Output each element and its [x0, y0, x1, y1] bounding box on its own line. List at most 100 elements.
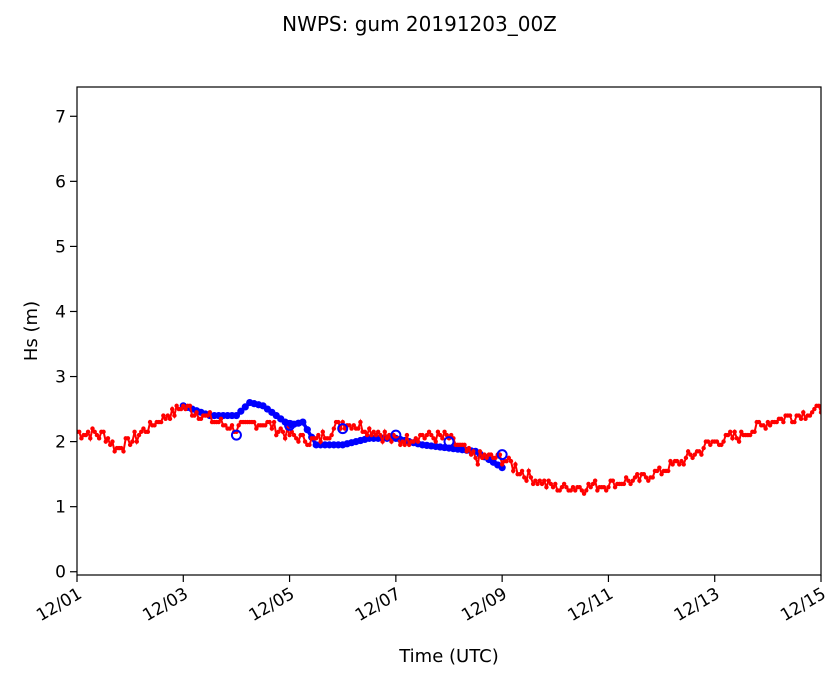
- model-data-point: [101, 429, 106, 435]
- model-data-point: [198, 416, 204, 422]
- model-data-point: [429, 432, 434, 438]
- model-data-point: [351, 423, 356, 428]
- model-data-point: [327, 436, 332, 441]
- model-data-point: [508, 458, 514, 464]
- model-data-point: [382, 429, 387, 435]
- model-data-point: [364, 432, 370, 438]
- model-data-point: [369, 432, 374, 438]
- chart-title: NWPS: gum 20191203_00Z: [282, 12, 557, 36]
- model-data-point: [424, 432, 430, 438]
- x-tick-label: 12/09: [458, 584, 510, 626]
- model-data-point: [592, 478, 598, 483]
- model-data-point: [318, 439, 323, 444]
- y-tick-label: 4: [55, 302, 66, 322]
- model-data-point: [90, 426, 95, 431]
- obs-open-marker: [390, 429, 402, 441]
- model-data-point: [801, 410, 806, 415]
- model-data-point: [289, 429, 294, 435]
- obs-data-point: [232, 411, 241, 420]
- model-data-point: [384, 436, 390, 441]
- model-data-point: [276, 429, 281, 435]
- model-data-point: [708, 442, 713, 448]
- model-data-point: [282, 436, 288, 441]
- x-tick-label: 12/11: [564, 584, 616, 626]
- model-data-point: [767, 423, 773, 428]
- model-data-point: [207, 410, 213, 415]
- model-data-point: [415, 439, 421, 444]
- model-data-point: [471, 449, 476, 454]
- model-data-point: [431, 436, 436, 441]
- model-data-point: [721, 439, 726, 444]
- model-data-point: [641, 471, 647, 477]
- model-data-point: [94, 432, 100, 438]
- model-data-point: [537, 478, 542, 483]
- model-data-point: [398, 442, 403, 448]
- model-data-point: [604, 488, 609, 493]
- model-data-point: [108, 442, 113, 448]
- model-data-point: [172, 413, 177, 418]
- model-data-point: [539, 481, 545, 487]
- model-data-point: [488, 452, 494, 457]
- model-data-point: [251, 419, 257, 425]
- obs-data-point: [237, 407, 245, 415]
- model-data-point: [628, 481, 633, 487]
- model-data-point: [475, 462, 480, 467]
- model-data-point: [697, 449, 702, 454]
- model-data-point: [626, 478, 631, 483]
- x-tick-label: 12/01: [33, 584, 85, 626]
- model-data-point: [739, 429, 744, 435]
- model-data-point: [158, 419, 164, 425]
- model-data-point: [513, 462, 518, 467]
- model-data-point: [112, 449, 117, 454]
- model-data-point: [105, 436, 111, 441]
- model-data-point: [389, 439, 394, 444]
- model-data-point: [650, 475, 655, 480]
- model-data-point: [236, 423, 241, 428]
- model-data-point: [756, 419, 762, 425]
- model-data-point: [296, 439, 301, 444]
- model-data-point: [132, 429, 137, 435]
- model-data-point: [623, 475, 629, 480]
- model-data-point: [504, 458, 509, 464]
- model-data-point: [440, 436, 445, 441]
- model-data-point: [371, 429, 376, 435]
- model-data-point: [781, 419, 786, 425]
- model-data-point: [426, 429, 432, 435]
- model-data-point: [581, 491, 587, 496]
- model-data-point: [568, 488, 573, 493]
- model-data-point: [511, 468, 516, 474]
- model-data-point: [342, 426, 348, 431]
- model-data-point: [313, 436, 319, 441]
- x-tick-label: 12/13: [671, 584, 723, 626]
- obs-open-marker: [230, 429, 242, 441]
- y-tick-label: 5: [55, 237, 66, 257]
- model-data-point: [765, 419, 771, 425]
- model-data-point: [331, 426, 337, 431]
- model-data-point: [442, 429, 447, 435]
- model-data-point: [464, 449, 469, 454]
- model-data-point: [548, 481, 554, 487]
- model-data-point: [406, 442, 412, 448]
- model-data-point: [83, 432, 89, 438]
- model-data-point: [413, 436, 418, 441]
- model-data-point: [630, 478, 635, 483]
- model-data-point: [362, 429, 368, 435]
- model-data-point: [437, 432, 443, 438]
- model-data-point: [174, 403, 179, 409]
- model-data-point: [435, 429, 441, 435]
- model-data-point: [774, 419, 779, 425]
- model-data-point: [705, 439, 711, 444]
- model-data-point: [668, 458, 673, 464]
- model-data-point: [402, 442, 407, 448]
- model-data-point: [497, 452, 503, 457]
- model-data-point: [688, 452, 693, 457]
- model-data-point: [725, 432, 731, 438]
- model-data-point: [269, 426, 275, 431]
- model-data-point: [584, 488, 589, 493]
- x-tick-label: 12/07: [352, 584, 404, 626]
- model-data-point: [338, 426, 343, 431]
- model-data-point: [573, 488, 578, 493]
- x-tick-label: 12/15: [777, 584, 829, 626]
- model-data-point: [699, 452, 704, 457]
- plot-area-frame: [76, 86, 822, 576]
